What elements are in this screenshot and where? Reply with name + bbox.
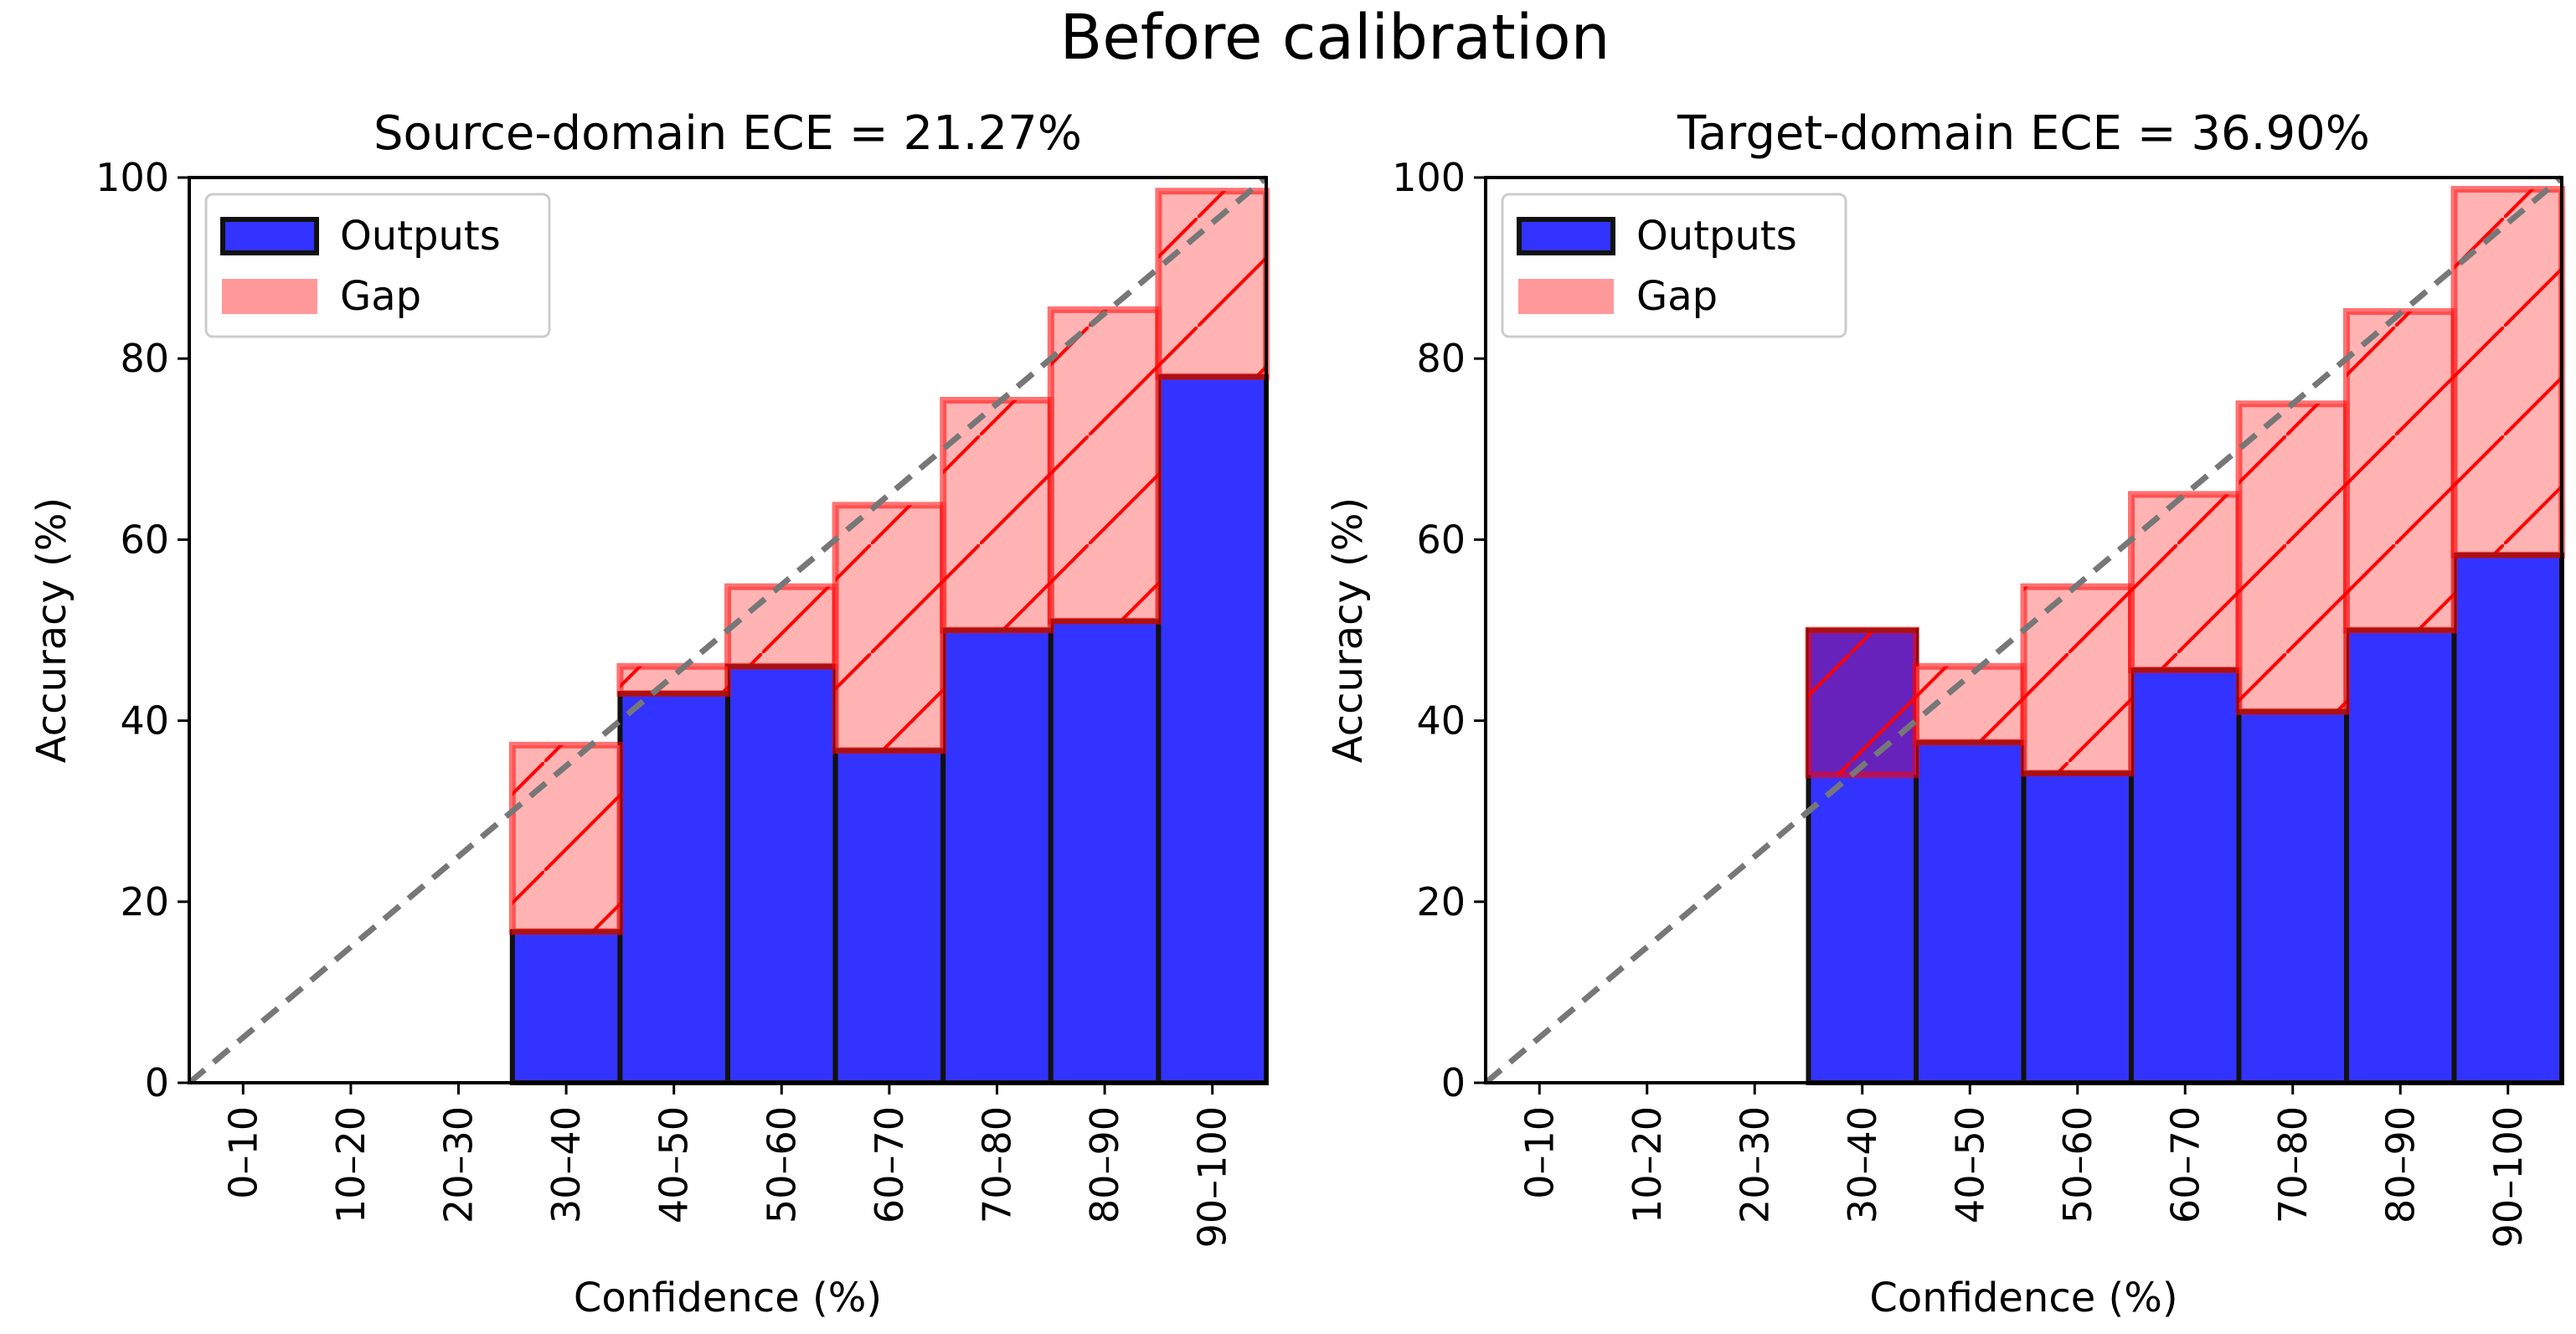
outputs-bar <box>1914 739 2027 1085</box>
y-axis-label: Accuracy (%) <box>28 497 75 763</box>
y-tick-label: 80 <box>1416 336 1466 381</box>
x-tick-label: 90–100 <box>1190 1106 1235 1248</box>
legend-outputs-swatch <box>220 217 319 255</box>
gap-hatch <box>2131 494 2239 671</box>
legend-gap-label: Gap <box>1636 273 1718 320</box>
y-tick-label: 100 <box>95 155 169 200</box>
gap-hatch <box>943 399 1051 631</box>
gap-hatch <box>728 586 836 667</box>
x-tick-label: 40–50 <box>652 1106 697 1223</box>
x-tick-label: 80–90 <box>2378 1106 2423 1223</box>
x-tick-label: 30–40 <box>544 1106 589 1223</box>
gap-hatch <box>1158 191 1266 377</box>
legend-gap-swatch <box>1518 279 1614 314</box>
x-tick-label: 20–30 <box>436 1106 482 1223</box>
gap-hatch <box>620 666 728 694</box>
x-tick-label: 0–10 <box>220 1106 265 1199</box>
outputs-bar <box>2021 770 2134 1085</box>
x-axis-label: Confidence (%) <box>574 1275 882 1321</box>
perfect-calibration-line <box>1483 175 2564 1085</box>
gap-hatch <box>2347 311 2455 631</box>
y-tick-label: 0 <box>1441 1060 1466 1105</box>
legend-outputs-label: Outputs <box>1636 213 1797 260</box>
outputs-bar <box>617 691 731 1085</box>
x-tick-label: 10–20 <box>1625 1106 1670 1223</box>
gap-hatch <box>835 505 944 751</box>
outputs-bar <box>2344 627 2457 1085</box>
outputs-bar <box>2236 708 2349 1085</box>
x-tick-label: 40–50 <box>1947 1106 1992 1223</box>
legend-outputs-label: Outputs <box>340 213 501 260</box>
outputs-bar <box>725 663 838 1085</box>
x-tick-label: 60–70 <box>2162 1106 2208 1223</box>
gap-hatch <box>2239 404 2347 712</box>
y-tick-label: 20 <box>1416 879 1466 925</box>
gap-hatch <box>1808 630 1916 775</box>
x-tick-label: 70–80 <box>2270 1106 2316 1223</box>
y-tick-label: 80 <box>120 336 169 381</box>
x-tick-label: 10–20 <box>328 1106 374 1223</box>
perfect-calibration-line <box>187 175 1269 1085</box>
outputs-bar <box>940 627 1054 1085</box>
y-tick-label: 40 <box>120 698 169 744</box>
outputs-bar <box>832 748 946 1085</box>
outputs-bar <box>1156 373 1270 1085</box>
outputs-bar <box>1048 618 1162 1085</box>
outputs-bar <box>509 929 623 1086</box>
x-tick-label: 50–60 <box>759 1106 804 1223</box>
plot-frame <box>1484 176 2563 1084</box>
y-tick-label: 20 <box>120 879 169 925</box>
x-tick-label: 80–90 <box>1082 1106 1127 1223</box>
x-tick-label: 90–100 <box>2486 1106 2531 1248</box>
gap-hatch <box>1050 309 1159 621</box>
x-tick-label: 70–80 <box>975 1106 1020 1223</box>
plot-frame <box>188 176 1268 1084</box>
chart-title: Source-domain ECE = 21.27% <box>374 106 1082 161</box>
legend-gap-label: Gap <box>340 273 421 320</box>
y-tick-label: 0 <box>145 1060 169 1105</box>
gap-hatch <box>2454 189 2562 555</box>
legend-gap-swatch <box>222 279 317 314</box>
x-tick-label: 0–10 <box>1517 1106 1562 1199</box>
x-tick-label: 50–60 <box>2055 1106 2100 1223</box>
figure-title: Before calibration <box>1059 2 1610 74</box>
chart-2: Target-domain ECE = 36.90% 0 20 40 60 80 100 0–… <box>1325 106 2565 1321</box>
gap-hatch <box>2023 586 2131 774</box>
x-axis-label: Confidence (%) <box>1869 1275 2177 1321</box>
x-tick-label: 60–70 <box>867 1106 912 1223</box>
x-tick-label: 20–30 <box>1732 1106 1777 1223</box>
outputs-bar <box>2129 667 2242 1086</box>
outputs-bar <box>2451 552 2564 1085</box>
chart-title: Target-domain ECE = 36.90% <box>1677 106 2370 161</box>
y-tick-label: 100 <box>1392 155 1466 200</box>
x-tick-label: 30–40 <box>1840 1106 1885 1223</box>
y-axis-label: Accuracy (%) <box>1325 497 1372 763</box>
gap-hatch <box>512 744 621 932</box>
chart-1: Source-domain ECE = 21.27% 0 20 40 60 80 100 0–… <box>28 106 1270 1321</box>
y-tick-label: 40 <box>1416 698 1466 744</box>
y-tick-label: 60 <box>120 517 169 562</box>
legend-outputs-swatch <box>1517 217 1615 255</box>
y-tick-label: 60 <box>1416 517 1466 562</box>
